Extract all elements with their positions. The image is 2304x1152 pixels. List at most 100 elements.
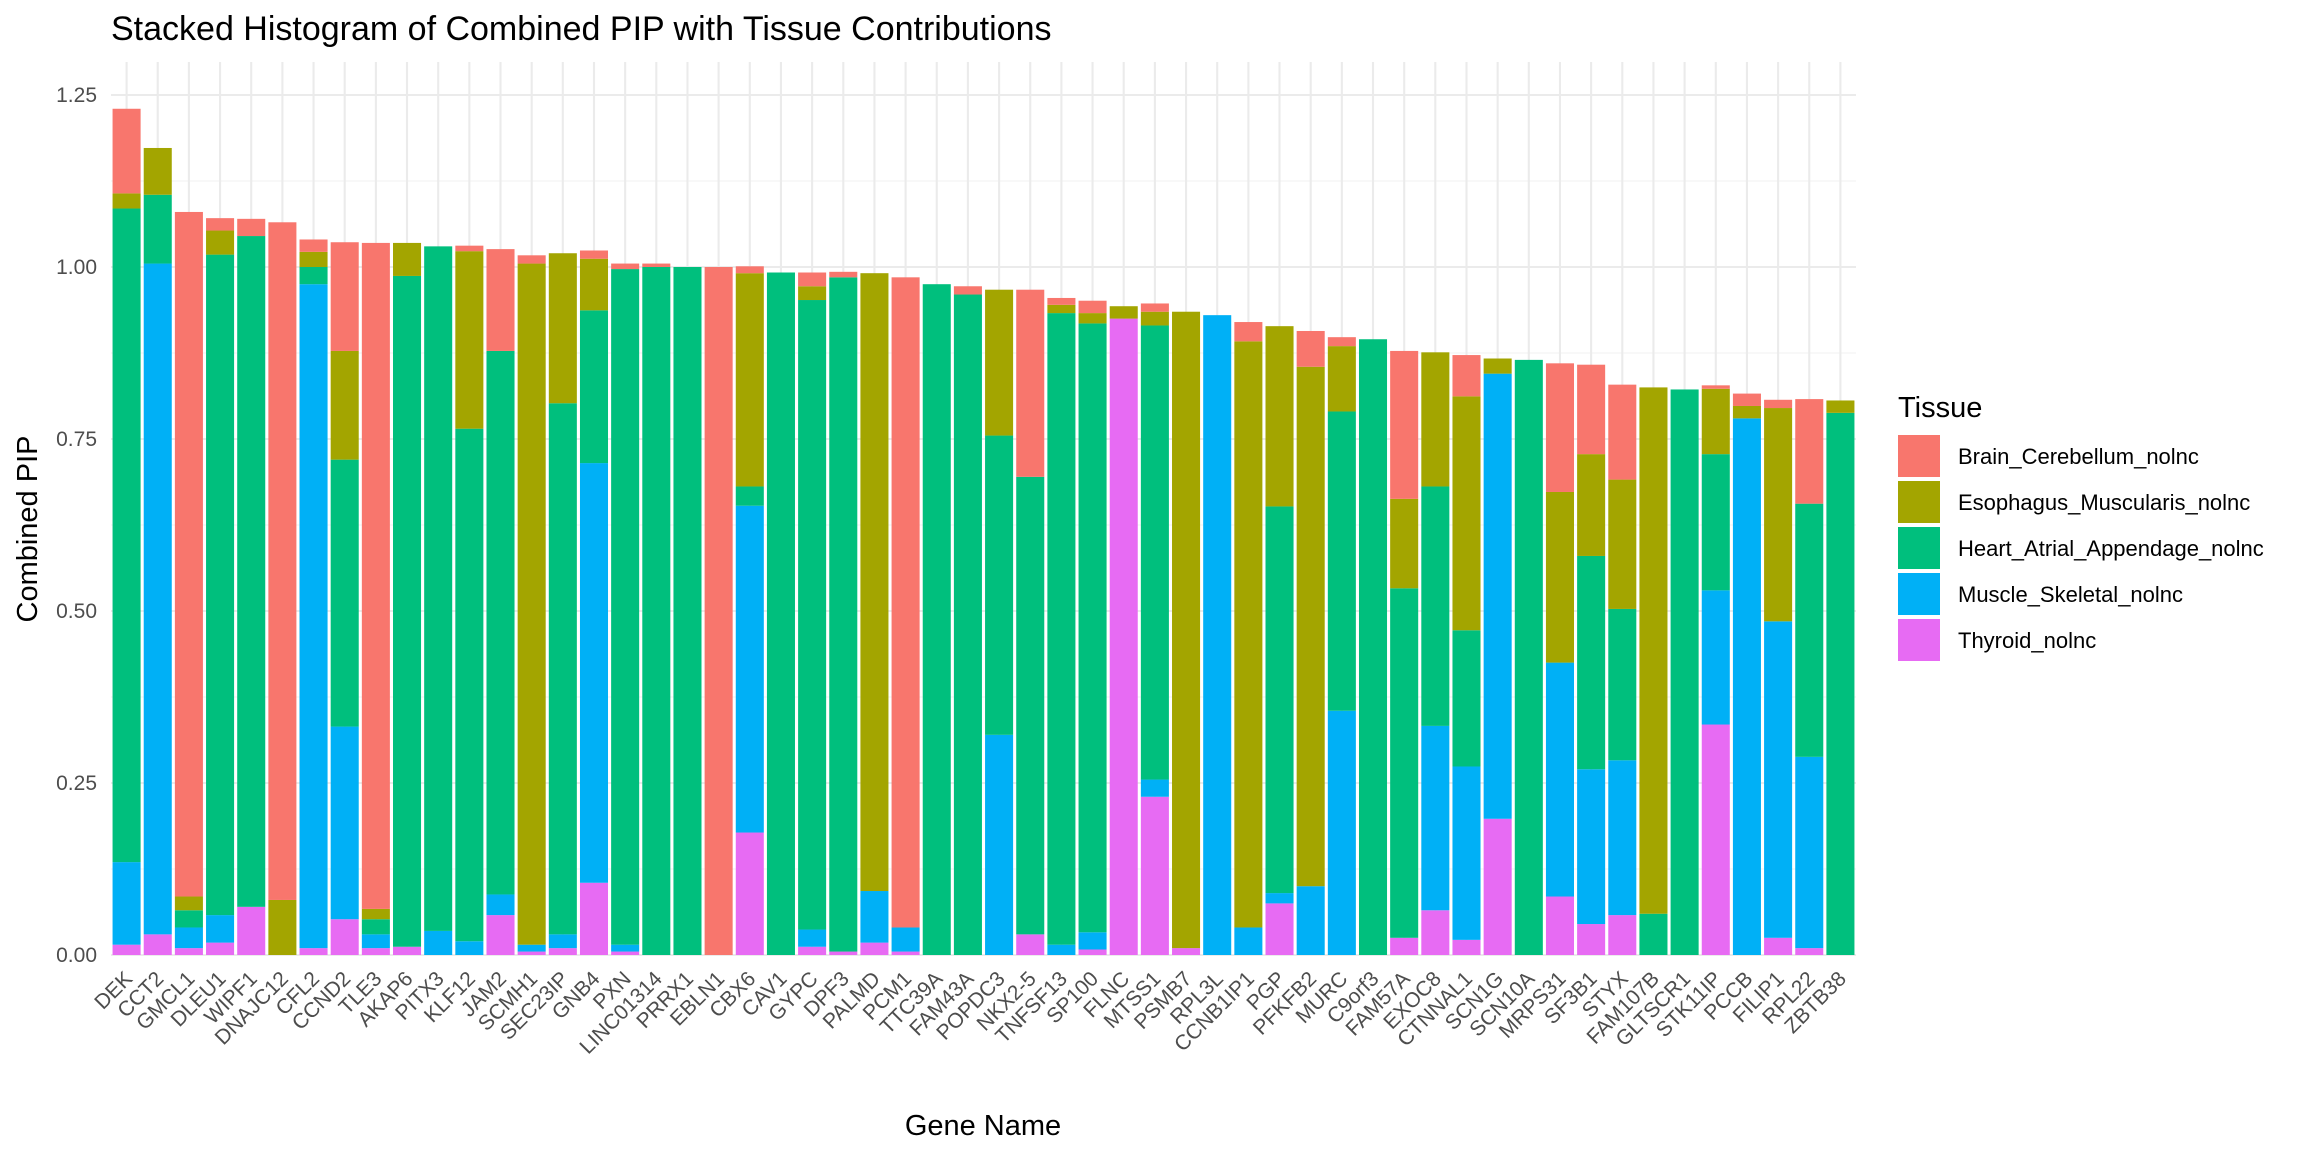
bar-segment-muscle-skeletal-nolnc [860,891,889,943]
bar-segment-muscle-skeletal-nolnc [1483,373,1512,819]
bar-segment-muscle-skeletal-nolnc [735,505,764,833]
bar-segment-brain-cerebellum-nolnc [1795,399,1824,504]
bar-segment-heart-atrial-appendage-nolnc [393,275,422,947]
bar-segment-muscle-skeletal-nolnc [579,463,609,883]
bar-segment-heart-atrial-appendage-nolnc [1327,411,1356,711]
bar-segment-thyroid-nolnc [299,948,328,955]
bar-segment-muscle-skeletal-nolnc [1577,769,1606,925]
legend-label: Thyroid_nolnc [1958,628,2096,653]
bar-segment-esophagus-muscularis-nolnc [1421,352,1450,487]
y-tick-label: 1.00 [56,256,97,279]
bar-segment-thyroid-nolnc [1545,896,1574,955]
bar-segment-esophagus-muscularis-nolnc [174,896,203,911]
y-tick-label: 0.50 [56,600,97,623]
bar-segment-thyroid-nolnc [393,946,422,955]
bar-segment-muscle-skeletal-nolnc [1545,662,1574,897]
bar-segment-muscle-skeletal-nolnc [1732,418,1761,955]
bar-segment-esophagus-muscularis-nolnc [1265,326,1294,507]
bar-segment-esophagus-muscularis-nolnc [455,251,484,429]
bar-segment-heart-atrial-appendage-nolnc [985,435,1014,735]
bar-segment-muscle-skeletal-nolnc [1608,760,1637,916]
y-tick-label: 0.75 [56,428,97,451]
bar-segment-thyroid-nolnc [330,919,359,955]
bar-segment-esophagus-muscularis-nolnc [860,273,889,892]
bar-segment-muscle-skeletal-nolnc [1701,590,1730,725]
bar-segment-thyroid-nolnc [1421,910,1450,955]
bar-segment-muscle-skeletal-nolnc [1421,725,1450,911]
bar-segment-thyroid-nolnc [143,934,172,955]
bar-segment-brain-cerebellum-nolnc [1078,300,1107,314]
bar-segment-heart-atrial-appendage-nolnc [1421,486,1450,726]
y-axis-title: Combined PIP [12,436,44,623]
bar-segment-esophagus-muscularis-nolnc [393,242,422,276]
bar-segment-brain-cerebellum-nolnc [1764,399,1793,409]
bar-segment-muscle-skeletal-nolnc [486,894,515,916]
bar-segment-muscle-skeletal-nolnc [1327,710,1356,955]
bar-segment-heart-atrial-appendage-nolnc [361,919,390,935]
legend-title: Tissue [1898,392,1982,424]
bar-segment-muscle-skeletal-nolnc [1234,927,1263,955]
bar-segment-esophagus-muscularis-nolnc [1078,313,1107,324]
bar-segment-esophagus-muscularis-nolnc [1764,408,1793,622]
bar-segment-thyroid-nolnc [891,951,920,955]
bar-segment-muscle-skeletal-nolnc [1296,886,1325,955]
bar-segment-heart-atrial-appendage-nolnc [112,208,141,863]
bar-segment-brain-cerebellum-nolnc [1577,364,1606,455]
y-tick-label: 0.00 [56,944,97,967]
legend-key [1898,481,1940,523]
bar-segment-brain-cerebellum-nolnc [953,286,982,295]
bar-segment-esophagus-muscularis-nolnc [517,263,546,945]
bar-segment-brain-cerebellum-nolnc [1608,384,1637,480]
bar-segment-brain-cerebellum-nolnc [112,108,141,194]
bar-segment-esophagus-muscularis-nolnc [1327,346,1356,412]
bar-segment-brain-cerebellum-nolnc [611,263,640,270]
bar-segment-thyroid-nolnc [829,951,858,955]
bar-segment-brain-cerebellum-nolnc [1016,289,1045,477]
bar-segment-heart-atrial-appendage-nolnc [642,267,671,955]
bar-segment-muscle-skeletal-nolnc [1265,893,1294,904]
x-axis-ticks: DEKCCT2GMCL1DLEU1WIPF1DNAJC12CFL2CCND2TL… [90,967,1851,1059]
bar-segment-heart-atrial-appendage-nolnc [143,194,172,264]
bar-segment-heart-atrial-appendage-nolnc [1577,555,1606,770]
bar-segment-muscle-skeletal-nolnc [1140,779,1169,797]
bar-segment-esophagus-muscularis-nolnc [361,908,390,920]
bar-segment-heart-atrial-appendage-nolnc [237,236,266,907]
legend-label: Heart_Atrial_Appendage_nolnc [1958,536,2264,561]
bar-segment-muscle-skeletal-nolnc [611,944,640,952]
bar-segment-muscle-skeletal-nolnc [330,726,359,920]
bar-segment-thyroid-nolnc [1078,949,1107,955]
bar-segment-heart-atrial-appendage-nolnc [206,254,235,916]
bar-segment-thyroid-nolnc [1608,915,1637,955]
bar-segment-muscle-skeletal-nolnc [174,927,203,949]
bar-segment-muscle-skeletal-nolnc [206,915,235,943]
y-tick-label: 0.25 [56,772,97,795]
bar-segment-brain-cerebellum-nolnc [1296,330,1325,367]
bar-segment-muscle-skeletal-nolnc [1047,944,1076,955]
bar-segment-brain-cerebellum-nolnc [486,249,515,351]
bar-segment-thyroid-nolnc [1701,724,1730,955]
bar-segment-brain-cerebellum-nolnc [1732,393,1761,406]
bar-segment-brain-cerebellum-nolnc [1047,297,1076,305]
bar-segment-thyroid-nolnc [1795,948,1824,955]
bar-segment-esophagus-muscularis-nolnc [1639,387,1668,914]
bar-segment-brain-cerebellum-nolnc [829,271,858,278]
bar-segment-thyroid-nolnc [206,942,235,955]
bar-segment-brain-cerebellum-nolnc [735,266,764,274]
bar-segment-thyroid-nolnc [860,942,889,955]
legend-key [1898,527,1940,569]
bar-segment-brain-cerebellum-nolnc [299,239,328,252]
chart-title: Stacked Histogram of Combined PIP with T… [111,10,1051,48]
bar-segment-esophagus-muscularis-nolnc [1545,491,1574,663]
bar-segment-esophagus-muscularis-nolnc [268,899,297,955]
bar-segment-heart-atrial-appendage-nolnc [611,269,640,945]
bar-segment-heart-atrial-appendage-nolnc [1452,630,1481,767]
bar-segment-muscle-skeletal-nolnc [517,944,546,952]
bar-segment-muscle-skeletal-nolnc [548,934,577,949]
bar-segment-esophagus-muscularis-nolnc [330,350,359,460]
bar-segment-esophagus-muscularis-nolnc [143,147,172,195]
bar-segment-heart-atrial-appendage-nolnc [1514,359,1543,955]
bar-segment-thyroid-nolnc [579,882,609,955]
bar-segment-brain-cerebellum-nolnc [206,218,235,231]
bar-segment-thyroid-nolnc [1483,818,1512,955]
